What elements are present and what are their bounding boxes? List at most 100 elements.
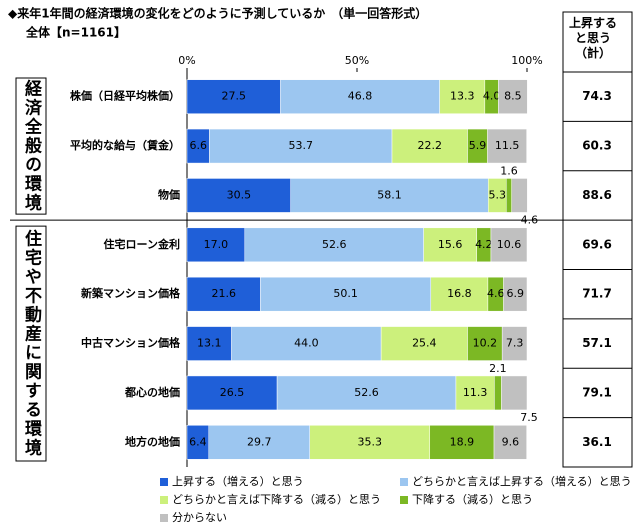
- total-value: 88.6: [582, 188, 612, 202]
- group-label: 住宅や不動産に関する環境: [21, 229, 42, 458]
- bar-segment: [430, 276, 489, 312]
- x-tick-label: 100%: [511, 54, 542, 67]
- legend-label: 上昇する（増える）と思う: [172, 475, 304, 488]
- value-label: 4.6: [487, 287, 505, 300]
- bar-segment: [487, 128, 527, 164]
- value-label: 58.1: [377, 188, 402, 201]
- bar-segment: [186, 178, 291, 213]
- legend-swatch: [400, 496, 408, 504]
- value-label: 13.1: [197, 337, 222, 350]
- group-box: [15, 225, 47, 462]
- legend-swatch: [400, 478, 408, 486]
- value-label: 10.6: [497, 238, 522, 251]
- value-label: 18.9: [450, 435, 475, 448]
- group-box: [15, 77, 47, 215]
- legend-swatch: [160, 514, 168, 522]
- bar-segment: [231, 326, 382, 361]
- bar-segment: [494, 375, 502, 411]
- category-label: 平均的な給与（賃金）: [70, 138, 180, 152]
- total-value: 57.1: [582, 336, 612, 350]
- bar-segment: [380, 326, 468, 361]
- value-label: 13.3: [450, 90, 475, 103]
- value-label: 52.6: [354, 386, 379, 399]
- total-value: 74.3: [582, 89, 612, 103]
- value-label: 6.4: [189, 435, 207, 448]
- legend-label: 下降する（減る）と思う: [412, 492, 533, 506]
- chart-subtitle: 全体【n=1161】: [25, 25, 126, 40]
- value-label: 53.7: [288, 139, 313, 152]
- bar-segment: [260, 276, 432, 312]
- bar-segment: [429, 425, 495, 460]
- value-label: 21.6: [211, 287, 236, 300]
- value-label: 25.4: [412, 337, 437, 350]
- category-label: 新築マンション価格: [81, 286, 181, 300]
- value-label: 5.9: [469, 139, 487, 152]
- x-tick-label: 0%: [178, 54, 195, 67]
- total-box: [562, 11, 633, 468]
- value-label: 50.1: [333, 287, 358, 300]
- legend-label: 分からない: [172, 511, 227, 524]
- total-header: 上昇すると思う（計）: [568, 16, 617, 60]
- value-label: 7.5: [520, 411, 538, 424]
- bar-segment: [391, 128, 468, 164]
- category-label: 住宅ローン金利: [104, 237, 180, 251]
- value-label: 7.3: [506, 337, 524, 350]
- bar-segment: [276, 375, 457, 411]
- bar-segment: [455, 375, 495, 411]
- category-label: 株価（日経平均株価）: [70, 89, 180, 103]
- total-value: 36.1: [582, 435, 612, 449]
- legend-label: どちらかと言えば上昇する（増える）と思う: [412, 475, 632, 488]
- x-tick-label: 50%: [345, 54, 369, 67]
- bar-segment: [501, 326, 528, 361]
- value-label: 4.0: [483, 90, 501, 103]
- value-label: 9.6: [502, 435, 520, 448]
- value-label: 6.9: [507, 287, 525, 300]
- bar-segment: [244, 227, 424, 263]
- value-label: 35.3: [358, 435, 383, 448]
- category-label: 地方の地価: [125, 434, 180, 448]
- value-label: 52.6: [322, 238, 347, 251]
- value-label: 44.0: [294, 337, 319, 350]
- value-label: 22.2: [418, 139, 443, 152]
- value-label: 10.2: [473, 337, 498, 350]
- bar-segment: [493, 425, 527, 460]
- value-label: 29.7: [247, 435, 272, 448]
- bar-segment: [280, 79, 440, 114]
- bar-segment: [186, 326, 232, 361]
- legend-swatch: [160, 478, 168, 486]
- value-label: 6.6: [189, 139, 207, 152]
- value-label: 27.5: [222, 90, 247, 103]
- bar-segment: [186, 276, 261, 312]
- category-label: 都心の地価: [124, 385, 180, 399]
- value-label: 17.0: [204, 238, 229, 251]
- category-label: 中古マンション価格: [81, 336, 181, 350]
- value-label: 16.8: [447, 287, 472, 300]
- category-label: 物価: [158, 187, 180, 201]
- bar-segment: [501, 375, 528, 411]
- total-value: 60.3: [582, 139, 612, 153]
- bar-segment: [503, 276, 528, 312]
- value-label: 30.5: [227, 188, 252, 201]
- value-label: 11.3: [463, 386, 488, 399]
- value-label: 8.5: [504, 90, 522, 103]
- value-label: 26.5: [220, 386, 245, 399]
- bar-segment: [511, 178, 528, 213]
- value-label: 4.2: [475, 238, 493, 251]
- bar-segment: [439, 79, 486, 114]
- legend-label: どちらかと言えば下降する（減る）と思う: [172, 492, 381, 506]
- bar-segment: [186, 227, 246, 263]
- total-value: 71.7: [582, 287, 612, 301]
- group-label: 経済全般の環境: [21, 79, 43, 213]
- value-label: 11.5: [495, 139, 520, 152]
- chart-title: ◆来年1年間の経済環境の変化をどのように予測しているか （単一回答形式）: [8, 6, 427, 21]
- total-value: 69.6: [582, 237, 612, 251]
- bar-segment: [467, 326, 503, 361]
- bar-segment: [290, 178, 489, 213]
- value-label: 15.6: [438, 238, 463, 251]
- bar-segment: [506, 178, 512, 213]
- total-value: 79.1: [582, 385, 612, 399]
- value-label: 4.6: [521, 213, 539, 226]
- value-label: 46.8: [348, 90, 373, 103]
